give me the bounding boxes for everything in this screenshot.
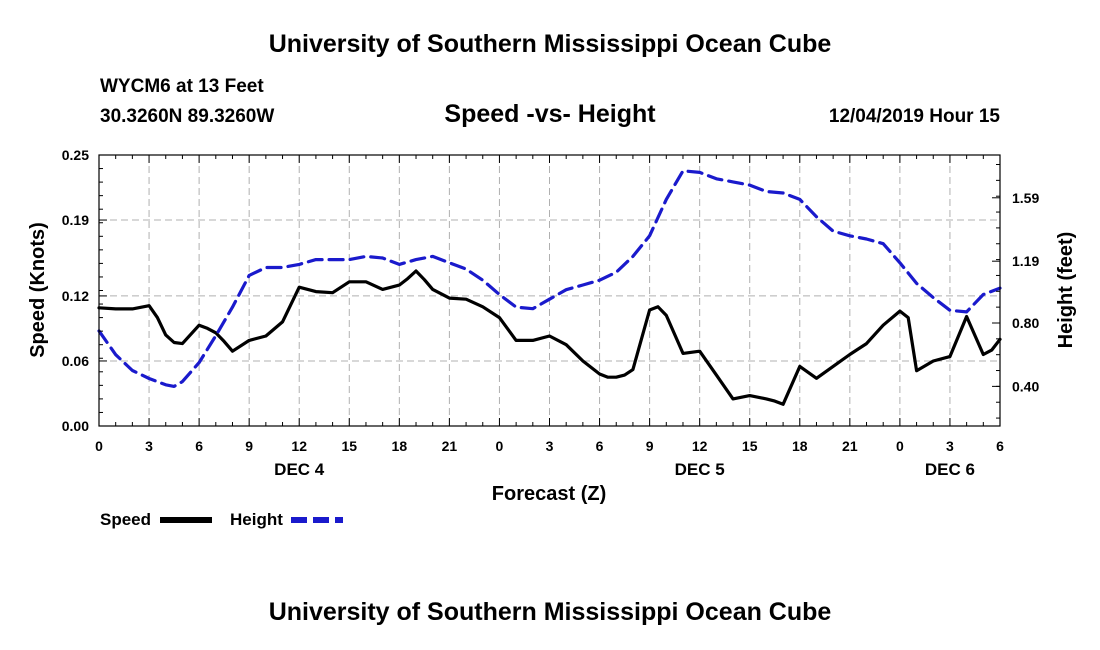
y-axis-label: Speed (Knots) bbox=[27, 222, 49, 358]
legend-label-speed: Speed bbox=[100, 510, 151, 529]
x-tick-label: 18 bbox=[392, 438, 408, 454]
x-tick-label: 9 bbox=[245, 438, 253, 454]
chart-subtitle: Speed -vs- Height bbox=[444, 100, 656, 128]
x-tick-label: 6 bbox=[596, 438, 604, 454]
y2-tick-label: 0.80 bbox=[1012, 315, 1039, 331]
y-tick-label: 0.00 bbox=[62, 418, 89, 434]
x-tick-label: 9 bbox=[646, 438, 654, 454]
x-tick-label: 18 bbox=[792, 438, 808, 454]
forecast-datetime: 12/04/2019 Hour 15 bbox=[828, 106, 1000, 127]
station-label: WYCM6 at 13 Feet bbox=[100, 76, 264, 97]
x-tick-label: 15 bbox=[341, 438, 357, 454]
x-tick-label: 15 bbox=[742, 438, 758, 454]
day-label: DEC 6 bbox=[925, 460, 975, 479]
x-tick-label: 6 bbox=[195, 438, 203, 454]
y2-tick-label: 1.59 bbox=[1012, 190, 1039, 206]
x-tick-label: 3 bbox=[946, 438, 954, 454]
y-tick-label: 0.19 bbox=[62, 212, 89, 228]
x-tick-label: 21 bbox=[442, 438, 458, 454]
y2-axis-label: Height (feet) bbox=[1055, 232, 1077, 349]
x-tick-label: 0 bbox=[496, 438, 504, 454]
x-tick-label: 0 bbox=[896, 438, 904, 454]
day-label: DEC 4 bbox=[274, 460, 325, 479]
y2-tick-label: 1.19 bbox=[1012, 253, 1039, 269]
height-series-line bbox=[97, 169, 1002, 388]
x-tick-label: 3 bbox=[145, 438, 153, 454]
x-tick-label: 12 bbox=[291, 438, 307, 454]
series-lines bbox=[97, 169, 1002, 406]
day-label: DEC 5 bbox=[675, 460, 725, 479]
axes: 0 3 6 9 12 15 18 21 0 3 6 9 12 15 18 21 0 3 6 DEC 4 DEC 5 DEC… bbox=[62, 147, 1040, 479]
y-tick-label: 0.06 bbox=[62, 353, 89, 369]
speed-series-line bbox=[97, 269, 1002, 406]
chart-main-title: University of Southern Mississippi Ocean… bbox=[268, 30, 832, 58]
x-tick-label: 6 bbox=[996, 438, 1004, 454]
x-tick-label: 0 bbox=[95, 438, 103, 454]
legend: Speed Height bbox=[100, 510, 343, 529]
y2-tick-label: 0.40 bbox=[1012, 378, 1039, 394]
chart-footer-title: University of Southern Mississippi Ocean… bbox=[268, 598, 832, 626]
legend-label-height: Height bbox=[230, 510, 283, 529]
x-axis-label: Forecast (Z) bbox=[492, 483, 606, 505]
y-tick-label: 0.12 bbox=[62, 288, 89, 304]
grid-lines bbox=[99, 155, 1000, 426]
coordinates-label: 30.3260N 89.3260W bbox=[100, 106, 275, 127]
x-tick-label: 3 bbox=[546, 438, 554, 454]
x-tick-label: 21 bbox=[842, 438, 858, 454]
x-tick-label: 12 bbox=[692, 438, 708, 454]
y-tick-label: 0.25 bbox=[62, 147, 89, 163]
